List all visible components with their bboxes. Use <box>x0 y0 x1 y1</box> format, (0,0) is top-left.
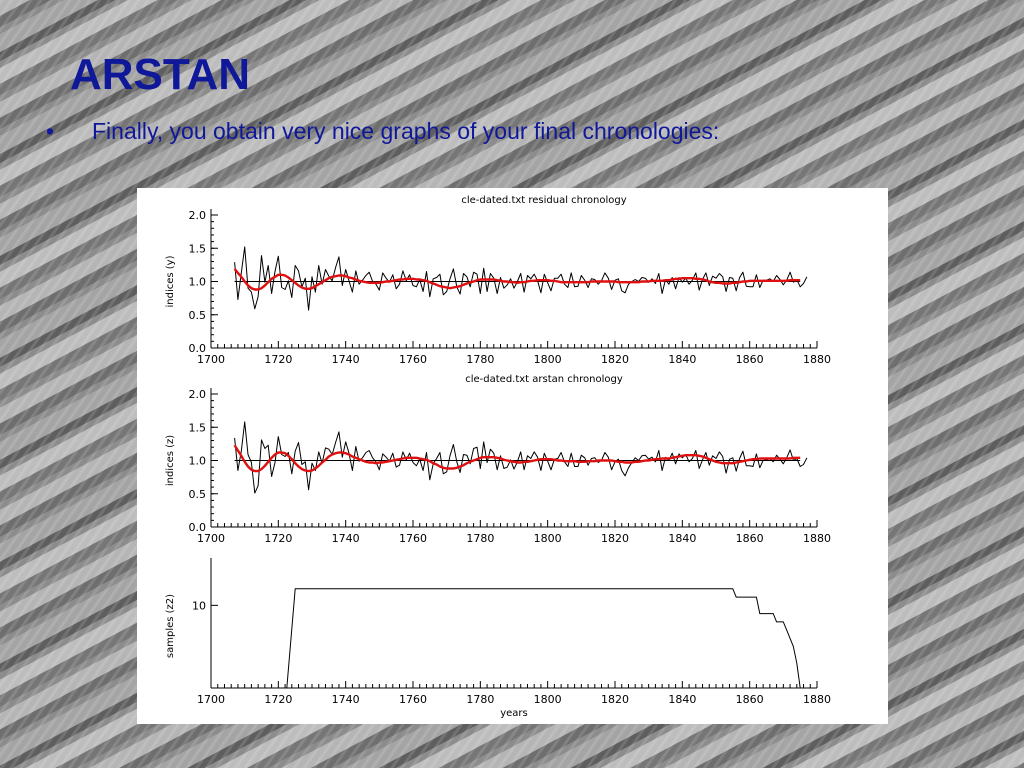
arstan-x-tick-label: 1740 <box>332 532 360 545</box>
bullet-symbol: • <box>46 118 55 144</box>
arstan-x-tick-label: 1820 <box>601 532 629 545</box>
arstan-x-tick-label: 1800 <box>534 532 562 545</box>
samples-y-tick-label: 10 <box>192 599 206 612</box>
arstan-chart-title: cle-dated.txt arstan chronology <box>465 374 623 385</box>
residual-x-tick-label: 1820 <box>601 353 629 366</box>
arstan-y-tick-label: 1.0 <box>189 455 207 468</box>
residual-x-tick-label: 1840 <box>668 353 696 366</box>
slide-title: ARSTAN <box>70 50 251 99</box>
arstan-x-tick-label: 1860 <box>736 532 764 545</box>
residual-y-tick-label: 0.5 <box>189 309 207 322</box>
samples-chart: 1700 1720 1740 1760 1780 1800 1820 1840 1860 1880… <box>165 558 831 719</box>
residual-x-tick-label: 1800 <box>534 353 562 366</box>
residual-y-tick-label: 0.0 <box>189 342 207 355</box>
residual-x-tick-label: 1860 <box>736 353 764 366</box>
chronology-charts: cle-dated.txt residual chronology 1700 172… <box>165 195 831 719</box>
samples-x-tick-label: 1800 <box>534 693 562 706</box>
residual-y-tick-label: 2.0 <box>189 209 207 222</box>
arstan-x-tick-label: 1700 <box>197 532 225 545</box>
residual-x-tick-label: 1760 <box>399 353 427 366</box>
bullet-text: Finally, you obtain very nice graphs of … <box>92 118 720 144</box>
samples-x-tick-label: 1880 <box>803 693 831 706</box>
samples-x-tick-label: 1760 <box>399 693 427 706</box>
arstan-x-tick-label: 1780 <box>466 532 494 545</box>
samples-y-axis-label: samples (z2) <box>165 594 176 658</box>
samples-x-tick-label: 1840 <box>668 693 696 706</box>
samples-series-line <box>286 588 801 689</box>
arstan-smoothed-series-line <box>233 444 801 473</box>
residual-y-tick-label: 1.5 <box>189 242 207 255</box>
bullet-item: • Finally, you obtain very nice graphs of… <box>46 118 719 145</box>
arstan-chart: cle-dated.txt arstan chronology 1700 1720 1… <box>165 374 831 545</box>
arstan-x-tick-label: 1760 <box>399 532 427 545</box>
samples-x-tick-label: 1860 <box>736 693 764 706</box>
samples-x-tick-label: 1700 <box>197 693 225 706</box>
residual-chart-title: cle-dated.txt residual chronology <box>461 195 626 206</box>
residual-x-tick-label: 1880 <box>803 353 831 366</box>
arstan-y-tick-label: 1.5 <box>189 421 207 434</box>
residual-x-tick-label: 1780 <box>466 353 494 366</box>
arstan-x-tick-label: 1720 <box>264 532 292 545</box>
residual-smoothed-series-line <box>233 268 801 291</box>
samples-x-tick-label: 1820 <box>601 693 629 706</box>
arstan-y-tick-label: 2.0 <box>189 388 207 401</box>
samples-x-tick-label: 1720 <box>264 693 292 706</box>
arstan-series-line <box>234 421 808 494</box>
samples-x-axis-label: years <box>500 708 528 719</box>
samples-x-tick-label: 1780 <box>466 693 494 706</box>
arstan-x-tick-label: 1880 <box>803 532 831 545</box>
arstan-y-tick-label: 0.5 <box>189 488 207 501</box>
chronology-figure: cle-dated.txt residual chronology 1700 172… <box>137 188 888 724</box>
residual-series-line <box>234 246 808 311</box>
arstan-x-tick-label: 1840 <box>668 532 696 545</box>
residual-x-tick-label: 1720 <box>264 353 292 366</box>
residual-x-tick-label: 1740 <box>332 353 360 366</box>
residual-x-tick-label: 1700 <box>197 353 225 366</box>
residual-y-tick-label: 1.0 <box>189 276 207 289</box>
arstan-y-tick-label: 0.0 <box>189 521 207 534</box>
residual-y-axis-label: indices (y) <box>165 255 176 307</box>
arstan-y-axis-label: indices (z) <box>165 435 176 486</box>
residual-chart: cle-dated.txt residual chronology 1700 172… <box>165 195 831 366</box>
samples-x-tick-label: 1740 <box>332 693 360 706</box>
